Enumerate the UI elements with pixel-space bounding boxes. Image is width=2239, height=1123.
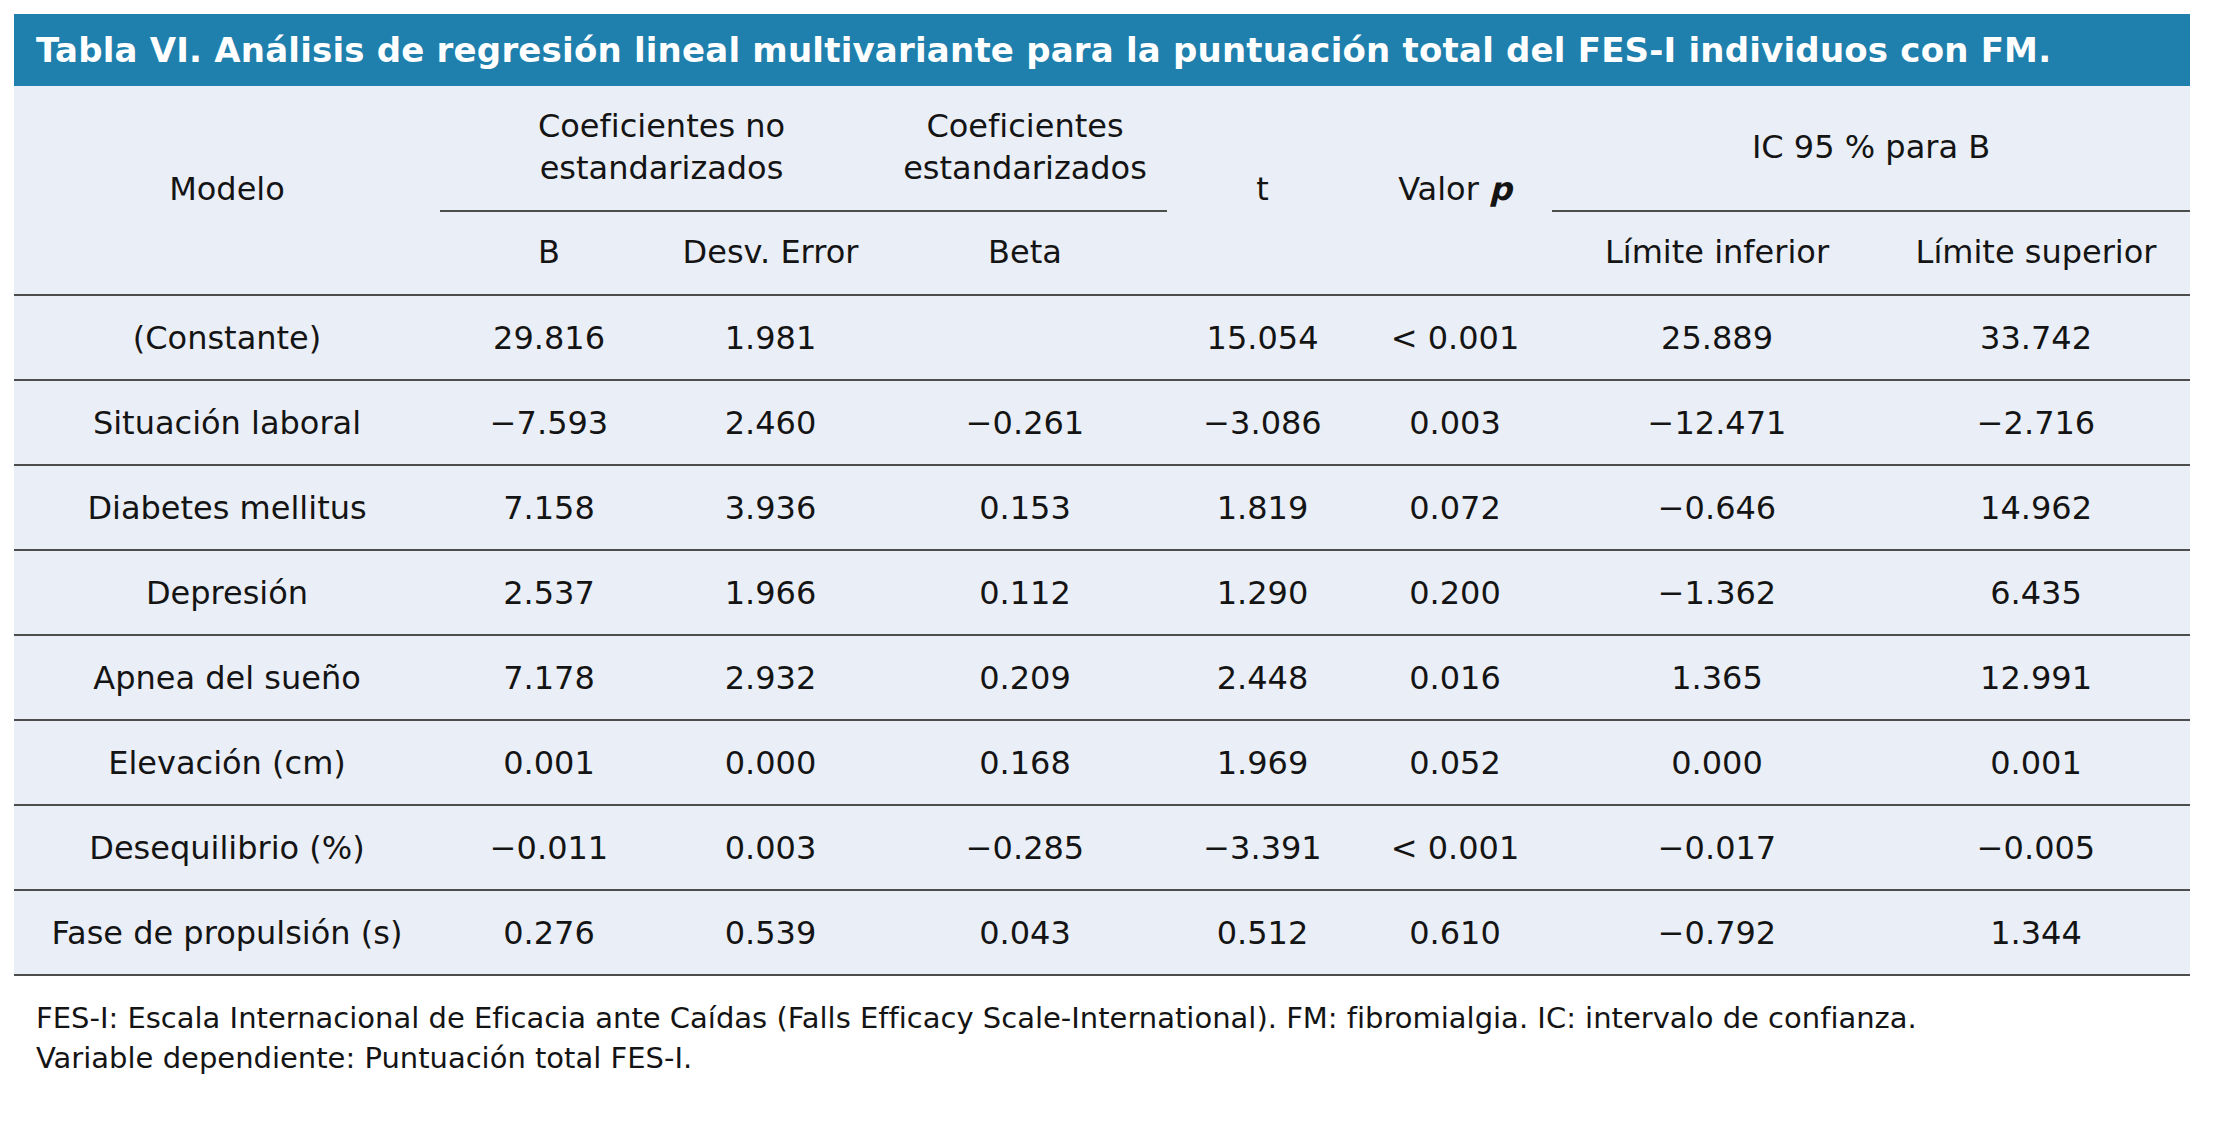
cell-valor-p: 0.610 bbox=[1358, 890, 1552, 975]
cell-desv-error: 2.460 bbox=[658, 380, 883, 465]
cell-limite-superior: −2.716 bbox=[1882, 380, 2190, 465]
table-row: Depresión 2.537 1.966 0.112 1.290 0.200 … bbox=[14, 550, 2190, 635]
cell-t: −3.086 bbox=[1167, 380, 1358, 465]
cell-limite-inferior: −0.792 bbox=[1552, 890, 1882, 975]
p-symbol: p bbox=[1489, 170, 1512, 208]
cell-beta: 0.153 bbox=[883, 465, 1167, 550]
cell-valor-p: < 0.001 bbox=[1358, 805, 1552, 890]
table-title: Tabla VI. Análisis de regresión lineal m… bbox=[36, 30, 2051, 70]
table-title-bar: Tabla VI. Análisis de regresión lineal m… bbox=[14, 14, 2190, 86]
cell-limite-inferior: 1.365 bbox=[1552, 635, 1882, 720]
cell-beta: 0.043 bbox=[883, 890, 1167, 975]
cell-t: 1.819 bbox=[1167, 465, 1358, 550]
cell-t: 0.512 bbox=[1167, 890, 1358, 975]
cell-limite-inferior: 0.000 bbox=[1552, 720, 1882, 805]
cell-limite-superior: 0.001 bbox=[1882, 720, 2190, 805]
column-header-desv-error: Desv. Error bbox=[658, 211, 883, 295]
group-header-coef-no-estandarizados: Coeficientes no estandarizados bbox=[440, 86, 883, 211]
cell-b: −7.593 bbox=[440, 380, 658, 465]
regression-table: Modelo Coeficientes no estandarizados Co… bbox=[14, 86, 2190, 976]
cell-limite-superior: 14.962 bbox=[1882, 465, 2190, 550]
table-row: Elevación (cm) 0.001 0.000 0.168 1.969 0… bbox=[14, 720, 2190, 805]
column-header-beta: Beta bbox=[883, 211, 1167, 295]
table-row: Desequilibrio (%) −0.011 0.003 −0.285 −3… bbox=[14, 805, 2190, 890]
column-header-modelo: Modelo bbox=[14, 86, 440, 295]
group-header-ic95: IC 95 % para B bbox=[1552, 86, 2190, 211]
cell-limite-superior: 12.991 bbox=[1882, 635, 2190, 720]
cell-valor-p: 0.052 bbox=[1358, 720, 1552, 805]
cell-limite-inferior: 25.889 bbox=[1552, 295, 1882, 380]
cell-valor-p: 0.072 bbox=[1358, 465, 1552, 550]
group-header-coef-estandarizados: Coeficientes estandarizados bbox=[883, 86, 1167, 211]
column-header-limite-superior: Límite superior bbox=[1882, 211, 2190, 295]
cell-desv-error: 0.000 bbox=[658, 720, 883, 805]
column-header-b: B bbox=[440, 211, 658, 295]
cell-modelo: Situación laboral bbox=[14, 380, 440, 465]
cell-modelo: Apnea del sueño bbox=[14, 635, 440, 720]
cell-limite-superior: −0.005 bbox=[1882, 805, 2190, 890]
table-row: Situación laboral −7.593 2.460 −0.261 −3… bbox=[14, 380, 2190, 465]
column-header-valor-p: Valor p bbox=[1358, 86, 1552, 295]
footnotes: FES-I: Escala Internacional de Eficacia … bbox=[14, 976, 2190, 1078]
cell-valor-p: 0.003 bbox=[1358, 380, 1552, 465]
cell-b: 7.158 bbox=[440, 465, 658, 550]
cell-beta: 0.209 bbox=[883, 635, 1167, 720]
cell-desv-error: 3.936 bbox=[658, 465, 883, 550]
cell-limite-inferior: −0.017 bbox=[1552, 805, 1882, 890]
table-panel: Tabla VI. Análisis de regresión lineal m… bbox=[14, 14, 2190, 1078]
cell-t: 2.448 bbox=[1167, 635, 1358, 720]
cell-t: 1.290 bbox=[1167, 550, 1358, 635]
cell-limite-inferior: −1.362 bbox=[1552, 550, 1882, 635]
table-row: (Constante) 29.816 1.981 15.054 < 0.001 … bbox=[14, 295, 2190, 380]
cell-limite-superior: 6.435 bbox=[1882, 550, 2190, 635]
cell-beta: −0.285 bbox=[883, 805, 1167, 890]
cell-modelo: Desequilibrio (%) bbox=[14, 805, 440, 890]
cell-desv-error: 2.932 bbox=[658, 635, 883, 720]
cell-modelo: (Constante) bbox=[14, 295, 440, 380]
cell-limite-inferior: −0.646 bbox=[1552, 465, 1882, 550]
footnote-line: Variable dependiente: Puntuación total F… bbox=[36, 1038, 2190, 1078]
column-header-t: t bbox=[1167, 86, 1358, 295]
cell-modelo: Elevación (cm) bbox=[14, 720, 440, 805]
table-header: Modelo Coeficientes no estandarizados Co… bbox=[14, 86, 2190, 295]
cell-b: 29.816 bbox=[440, 295, 658, 380]
cell-valor-p: 0.200 bbox=[1358, 550, 1552, 635]
cell-t: 1.969 bbox=[1167, 720, 1358, 805]
cell-b: 2.537 bbox=[440, 550, 658, 635]
footnote-line: FES-I: Escala Internacional de Eficacia … bbox=[36, 998, 2190, 1038]
cell-b: 7.178 bbox=[440, 635, 658, 720]
cell-desv-error: 1.981 bbox=[658, 295, 883, 380]
cell-modelo: Diabetes mellitus bbox=[14, 465, 440, 550]
table-row: Diabetes mellitus 7.158 3.936 0.153 1.81… bbox=[14, 465, 2190, 550]
cell-beta: 0.168 bbox=[883, 720, 1167, 805]
cell-modelo: Depresión bbox=[14, 550, 440, 635]
table-row: Apnea del sueño 7.178 2.932 0.209 2.448 … bbox=[14, 635, 2190, 720]
cell-b: 0.276 bbox=[440, 890, 658, 975]
cell-beta bbox=[883, 295, 1167, 380]
table-row: Fase de propulsión (s) 0.276 0.539 0.043… bbox=[14, 890, 2190, 975]
cell-limite-superior: 1.344 bbox=[1882, 890, 2190, 975]
cell-beta: −0.261 bbox=[883, 380, 1167, 465]
cell-b: −0.011 bbox=[440, 805, 658, 890]
valor-label: Valor bbox=[1398, 170, 1479, 208]
cell-t: −3.391 bbox=[1167, 805, 1358, 890]
cell-beta: 0.112 bbox=[883, 550, 1167, 635]
cell-limite-inferior: −12.471 bbox=[1552, 380, 1882, 465]
cell-desv-error: 1.966 bbox=[658, 550, 883, 635]
cell-desv-error: 0.003 bbox=[658, 805, 883, 890]
cell-modelo: Fase de propulsión (s) bbox=[14, 890, 440, 975]
table-body: (Constante) 29.816 1.981 15.054 < 0.001 … bbox=[14, 295, 2190, 975]
cell-valor-p: 0.016 bbox=[1358, 635, 1552, 720]
cell-b: 0.001 bbox=[440, 720, 658, 805]
cell-valor-p: < 0.001 bbox=[1358, 295, 1552, 380]
cell-limite-superior: 33.742 bbox=[1882, 295, 2190, 380]
cell-t: 15.054 bbox=[1167, 295, 1358, 380]
column-header-limite-inferior: Límite inferior bbox=[1552, 211, 1882, 295]
cell-desv-error: 0.539 bbox=[658, 890, 883, 975]
